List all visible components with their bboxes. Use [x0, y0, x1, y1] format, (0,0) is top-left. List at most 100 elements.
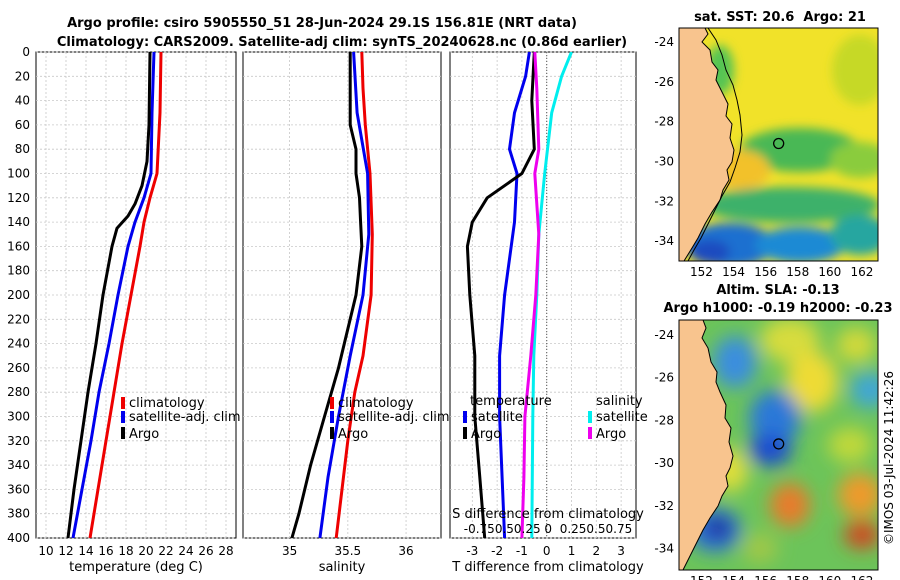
salinity-tick-labels: 35 35.5 36 — [282, 544, 414, 558]
x-tick-label: 22 — [158, 544, 173, 558]
depth-tick-label: 180 — [7, 264, 30, 278]
legend-label-climatology: climatology — [338, 396, 414, 411]
legend-label-satellite: satellite-adj. clim — [129, 410, 241, 425]
t-difference-tick-labels: -3 -2 -1 0 1 2 3 — [466, 544, 625, 558]
sst-lon-tick-labels: 152 154 156 158 160 162 — [690, 265, 873, 279]
lat-tick-label: -24 — [654, 328, 674, 342]
sst-lat-tick-labels: -24 -26 -28 -30 -32 -34 — [654, 35, 674, 248]
temperature-tick-labels: 10 12 14 16 18 20 22 24 26 28 — [38, 544, 233, 558]
legend-swatch-argo — [330, 427, 334, 439]
depth-tick-label: 240 — [7, 337, 30, 351]
lat-tick-label: -32 — [654, 194, 674, 208]
sla-map-frame — [678, 319, 879, 571]
depth-tick-label: 340 — [7, 458, 30, 472]
lat-tick-label: -32 — [654, 499, 674, 513]
salinity-legend: climatology satellite-adj. clim Argo — [330, 396, 450, 442]
depth-tick-label: 0 — [22, 45, 30, 59]
lon-tick-label: 158 — [786, 265, 809, 279]
legend-label-s-argo: Argo — [596, 427, 626, 442]
sla-map-title-line2: Argo h1000: -0.19 h2000: -0.23 — [663, 301, 892, 316]
depth-tick-label: 20 — [15, 69, 30, 83]
legend-label-satellite: satellite-adj. clim — [338, 410, 450, 425]
depth-tick-label: 80 — [15, 142, 30, 156]
lat-tick-label: -24 — [654, 35, 674, 49]
imos-timestamp: ©IMOS 03-Jul-2024 11:42:26 — [882, 371, 896, 545]
s-difference-axis-label: S difference from climatology — [452, 507, 644, 522]
figure-title-line2: Climatology: CARS2009. Satellite-adj cli… — [57, 35, 627, 50]
lon-tick-label: 154 — [722, 574, 745, 580]
legend-label-argo: Argo — [338, 427, 368, 442]
t-difference-axis-label: T difference from climatology — [451, 560, 644, 575]
lat-tick-label: -30 — [654, 154, 674, 168]
depth-tick-labels: 0 20 40 60 80 100 120 140 160 180 200 220 240 260 280 3… — [7, 45, 30, 545]
depth-tick-label: 160 — [7, 239, 30, 253]
lat-tick-label: -30 — [654, 456, 674, 470]
legend-swatch-s-argo — [588, 427, 592, 439]
x-tick-label: 35.5 — [334, 544, 361, 558]
difference-panel: -3 -2 -1 0 1 2 3 T difference from climatology… — [449, 51, 648, 575]
depth-tick-label: 280 — [7, 385, 30, 399]
lon-tick-label: 160 — [818, 265, 841, 279]
depth-tick-label: 220 — [7, 312, 30, 326]
temperature-axis-label: temperature (deg C) — [69, 560, 203, 575]
lon-tick-label: 162 — [850, 574, 873, 580]
series-line-climatology — [88, 52, 163, 538]
difference-lines — [465, 52, 573, 538]
series-line-t-argo — [465, 52, 536, 538]
lon-tick-label: 152 — [690, 265, 713, 279]
x-tick-label: 14 — [78, 544, 93, 558]
depth-tick-label: 320 — [7, 434, 30, 448]
depth-tick-label: 380 — [7, 507, 30, 521]
lon-tick-label: 154 — [722, 265, 745, 279]
sla-land-mass — [679, 320, 734, 570]
sst-map-frame — [678, 27, 879, 262]
depth-tick-label: 140 — [7, 215, 30, 229]
x-tick-label: 12 — [58, 544, 73, 558]
sst-map-title: sat. SST: 20.6 Argo: 21 — [694, 10, 866, 25]
x-tick-label: 16 — [98, 544, 113, 558]
depth-tick-label: 360 — [7, 482, 30, 496]
series-line-argo — [290, 52, 364, 538]
legend-label-argo: Argo — [129, 427, 159, 442]
lat-tick-label: -28 — [654, 115, 674, 129]
series-line-satellite-adj-clim — [318, 52, 371, 538]
lat-tick-label: -34 — [654, 542, 674, 556]
x-tick-label: -3 — [466, 544, 478, 558]
lon-tick-label: 152 — [690, 574, 713, 580]
sst-argo-position-marker — [773, 137, 785, 150]
legend-swatch-satellite — [330, 411, 334, 423]
legend-swatch-s-satellite — [588, 411, 592, 423]
legend-title-temperature: temperature — [470, 394, 552, 409]
legend-title-salinity: salinity — [596, 394, 643, 409]
x-tick-label: 1 — [568, 544, 576, 558]
x-tick-label: 0 — [543, 544, 551, 558]
salinity-lines — [290, 52, 374, 538]
x-tick-label: 24 — [178, 544, 193, 558]
legend-label-climatology: climatology — [129, 396, 205, 411]
sla-argo-position-marker — [773, 438, 785, 450]
temperature-grid — [36, 51, 236, 539]
series-line-t-satellite — [498, 52, 531, 538]
depth-tick-label: 120 — [7, 191, 30, 205]
legend-swatch-argo — [121, 427, 125, 439]
sla-map: Altim. SLA: -0.13 Argo h1000: -0.19 h200… — [654, 283, 892, 580]
sst-blobs — [685, 35, 878, 261]
sla-lon-tick-labels: 152 154 156 158 160 162 — [690, 574, 873, 580]
lon-tick-label: 160 — [818, 574, 841, 580]
legend-swatch-t-argo — [463, 427, 467, 439]
sst-map: sat. SST: 20.6 Argo: 21 152 154 156 158 160 1… — [654, 10, 879, 279]
x-tick-label: 10 — [38, 544, 53, 558]
series-line-s-argo — [520, 52, 541, 538]
series-line-argo — [66, 52, 152, 538]
sla-field — [679, 320, 878, 570]
temperature-panel: 0 20 40 60 80 100 120 140 160 180 200 220 240 260 280 3… — [7, 45, 241, 575]
temperature-lines — [66, 52, 163, 538]
figure-title-line1: Argo profile: csiro 5905550_51 28-Jun-20… — [67, 16, 577, 31]
x-tick-label: -2 — [491, 544, 503, 558]
difference-legend: temperature salinity satellite Argo sate… — [463, 394, 648, 442]
legend-swatch-climatology — [121, 397, 125, 409]
sst-shelf-contour — [687, 28, 743, 261]
lon-tick-label: 162 — [850, 265, 873, 279]
x-tick-label: 20 — [138, 544, 153, 558]
